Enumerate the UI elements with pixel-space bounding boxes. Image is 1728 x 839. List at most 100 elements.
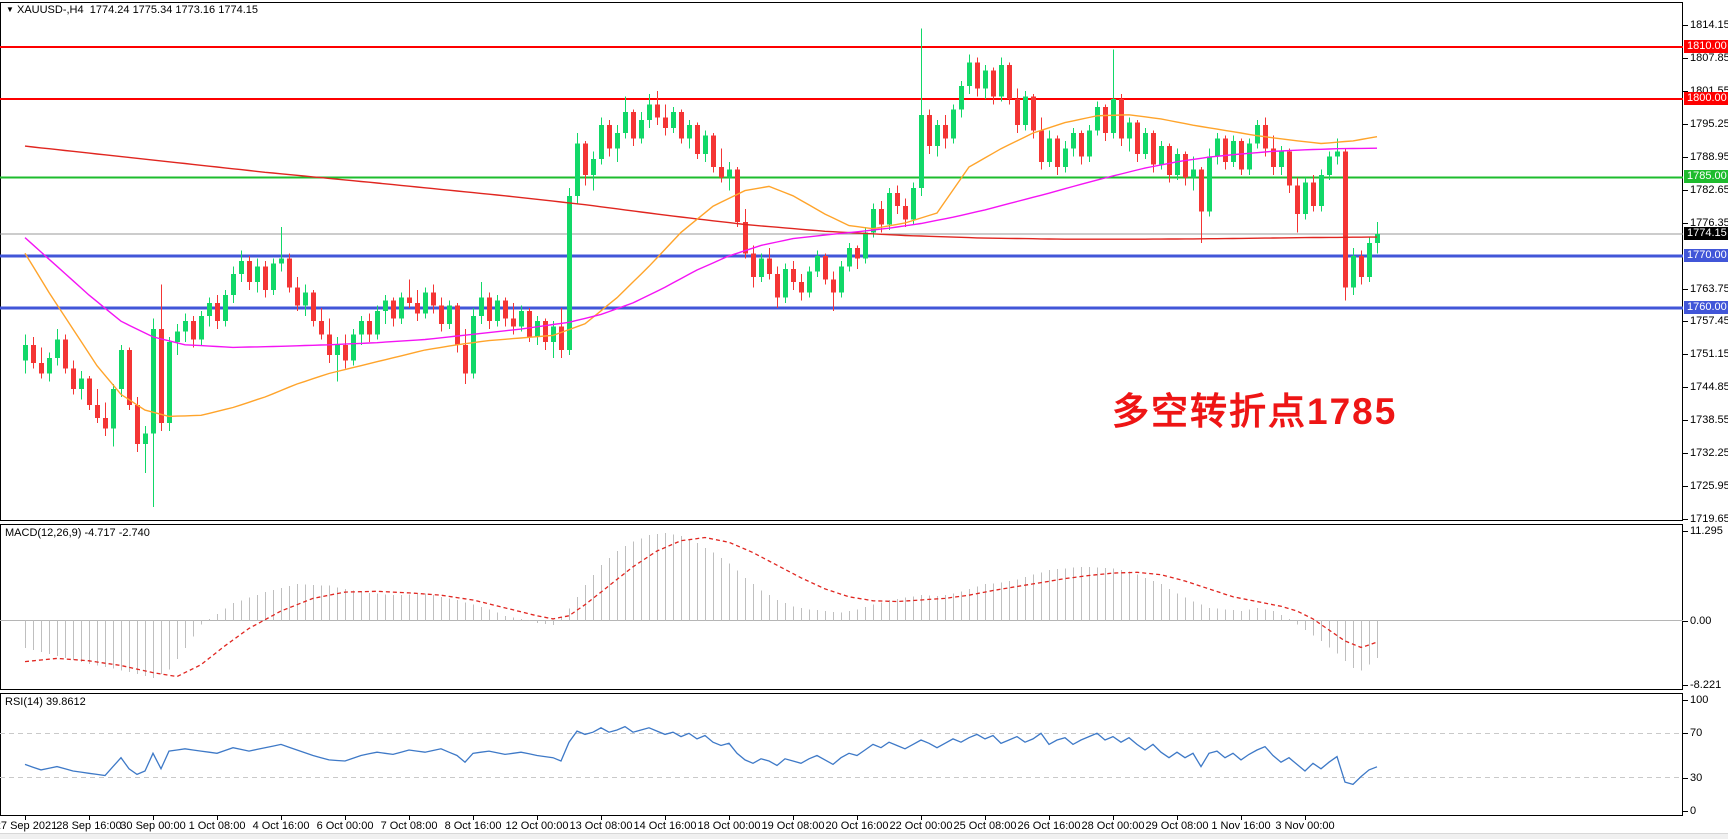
axis-tick	[1683, 620, 1688, 622]
candle-body	[991, 70, 996, 97]
candle-body	[95, 404, 100, 418]
macd-tick-label: 0.00	[1690, 614, 1712, 627]
candle-body	[887, 193, 892, 225]
axis-tick	[1683, 387, 1688, 389]
candle-body	[1351, 255, 1356, 288]
candle-body	[1311, 182, 1316, 207]
time-axis-label: 8 Oct 16:00	[444, 820, 502, 832]
time-axis-label: 6 Oct 00:00	[316, 820, 374, 832]
candle-body	[871, 208, 876, 233]
rsi-label: RSI(14) 39.8612	[5, 696, 86, 708]
rsi-line	[24, 725, 1378, 786]
candle-body	[463, 344, 468, 374]
candle-body	[687, 125, 692, 139]
candle-body	[959, 86, 964, 110]
candle-body	[1271, 148, 1276, 168]
time-axis-tick	[857, 816, 858, 820]
bottom-strip	[0, 833, 1728, 839]
chart-annotation-text[interactable]: 多空转折点1785	[1112, 391, 1398, 432]
candle-body	[527, 310, 532, 337]
candle-body	[735, 169, 740, 222]
symbol-timeframe: XAUUSD-,H4	[16, 4, 84, 16]
candle-body	[1207, 156, 1212, 212]
candle-body	[535, 321, 540, 337]
axis-tick	[1683, 58, 1688, 60]
time-axis-tick	[25, 816, 26, 820]
time-axis-label: 13 Oct 08:00	[569, 820, 633, 832]
rsi-chart-canvas[interactable]	[0, 692, 1683, 817]
axis-tick	[1683, 519, 1688, 521]
price-tick-label: 1751.15	[1690, 348, 1728, 361]
macd-tick-label: -8.221	[1690, 679, 1722, 692]
candle-body	[439, 305, 444, 324]
candle-body	[759, 258, 764, 277]
candle-body	[55, 339, 60, 358]
candle-body	[975, 62, 980, 89]
price-level-chip: 1810.00	[1684, 39, 1728, 53]
macd-pane[interactable]	[0, 524, 1683, 690]
candle-body	[591, 159, 596, 175]
candle-body	[919, 114, 924, 188]
rsi-pane[interactable]	[0, 693, 1683, 816]
candle-body	[1039, 130, 1044, 162]
candle-body	[1287, 151, 1292, 186]
candle-body	[807, 271, 812, 293]
candle-body	[1119, 99, 1124, 139]
candle-body	[103, 417, 108, 429]
candle-body	[287, 258, 292, 288]
time-axis-tick	[217, 816, 218, 820]
candle-body	[999, 65, 1004, 97]
candle-body	[479, 297, 484, 317]
rsi-tick-label: 100	[1690, 694, 1709, 706]
axis-tick	[1683, 420, 1688, 422]
candle-body	[455, 305, 460, 345]
candle-body	[1031, 96, 1036, 131]
price-tick-label: 1788.95	[1690, 150, 1728, 163]
price-tick-label: 1738.55	[1690, 414, 1728, 427]
price-tick-label: 1807.85	[1690, 52, 1728, 65]
candle-body	[79, 378, 84, 390]
macd-chart-canvas[interactable]	[0, 523, 1683, 693]
candle-body	[263, 266, 268, 290]
time-axis-tick	[89, 816, 90, 820]
candle-body	[983, 70, 988, 89]
symbol-ohlc-readout: ▼ XAUUSD-,H4 1774.24 1775.34 1773.16 177…	[6, 4, 258, 16]
candle-body	[1375, 234, 1380, 243]
candle-body	[1135, 122, 1140, 154]
candle-body	[207, 302, 212, 317]
time-axis-tick	[1241, 816, 1242, 820]
candle-body	[567, 195, 572, 350]
candle-body	[39, 363, 44, 374]
candle-body	[311, 292, 316, 322]
price-tick-label: 1757.45	[1690, 315, 1728, 328]
collapse-indicator-icon[interactable]: ▼	[6, 5, 14, 14]
price-tick-label: 1776.35	[1690, 216, 1728, 229]
candle-body	[1279, 151, 1284, 168]
candle-body	[271, 263, 276, 290]
candle-body	[495, 300, 500, 322]
time-axis-label: 12 Oct 00:00	[505, 820, 569, 832]
candle-body	[47, 357, 52, 374]
candle-body	[143, 433, 148, 445]
candle-body	[295, 287, 300, 306]
candle-body	[815, 255, 820, 272]
price-chart-canvas[interactable]	[0, 0, 1683, 521]
candle-body	[967, 62, 972, 87]
candle-body	[199, 316, 204, 340]
candle-body	[1095, 106, 1100, 131]
time-axis-tick	[473, 816, 474, 820]
rsi-tick-label: 0	[1690, 805, 1697, 817]
candle-body	[1079, 133, 1084, 157]
time-axis-label: 7 Oct 08:00	[380, 820, 438, 832]
time-axis-tick	[1305, 816, 1306, 820]
candle-body	[839, 266, 844, 293]
candle-body	[367, 321, 372, 335]
price-tick-label: 1732.25	[1690, 447, 1728, 460]
time-axis-tick	[1113, 816, 1114, 820]
axis-tick	[1683, 733, 1688, 735]
time-axis-tick	[601, 816, 602, 820]
candle-body	[783, 268, 788, 298]
axis-tick	[1683, 288, 1688, 290]
candle-body	[831, 279, 836, 293]
